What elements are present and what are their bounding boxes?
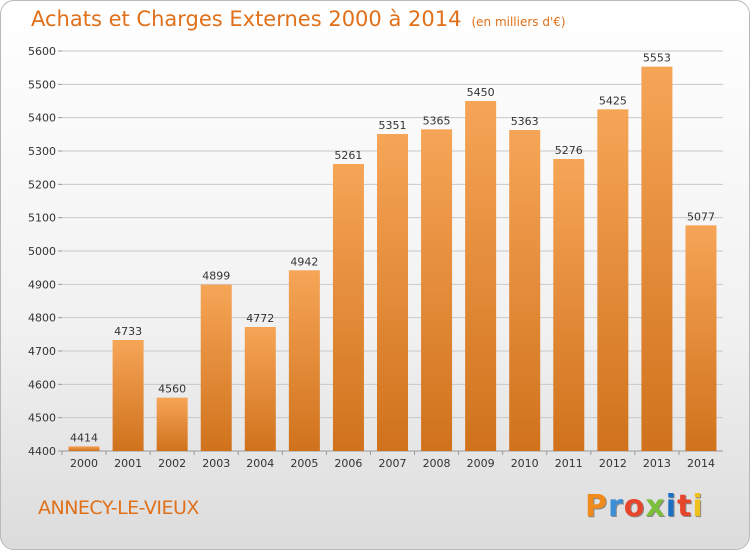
data-label-2009: 5450	[467, 86, 495, 99]
x-tick-label-2008: 2008	[423, 457, 451, 470]
y-tick-label: 5500	[28, 78, 56, 91]
chart-title: Achats et Charges Externes 2000 à 2014	[31, 7, 462, 31]
bar-2005	[288, 270, 320, 451]
data-label-2007: 5351	[379, 119, 407, 132]
x-tick-label-2009: 2009	[467, 457, 495, 470]
logo-letter: i	[692, 489, 704, 524]
y-axis-ticks: 4400 4500 4600 4700 4800 4900 5000 5100 5200 5300…	[28, 45, 56, 458]
data-label-2003: 4899	[202, 270, 230, 283]
y-tick-label: 4600	[28, 378, 56, 391]
data-label-2008: 5365	[423, 114, 451, 127]
y-tick-label: 5600	[28, 45, 56, 58]
y-tick-label: 4700	[28, 345, 56, 358]
data-label-2012: 5425	[599, 94, 627, 107]
bars	[68, 66, 717, 452]
y-tick-label: 4800	[28, 312, 56, 325]
logo-letter: r	[608, 489, 624, 524]
x-tick-label-2010: 2010	[511, 457, 539, 470]
bar-2000	[68, 446, 100, 451]
x-tick-label-2012: 2012	[599, 457, 627, 470]
x-tick-label-2003: 2003	[202, 457, 230, 470]
y-tick-label: 5200	[28, 178, 56, 191]
bar-2003	[200, 284, 232, 451]
data-label-2013: 5553	[643, 52, 671, 65]
bar-2004	[244, 327, 276, 451]
x-tick-label-2013: 2013	[643, 457, 671, 470]
data-label-2014: 5077	[687, 210, 715, 223]
x-tick-label-2014: 2014	[687, 457, 715, 470]
y-tick-label: 5300	[28, 145, 56, 158]
data-label-2011: 5276	[555, 144, 583, 157]
logo-letter: o	[623, 489, 646, 524]
bar-2011	[553, 159, 585, 451]
bar-2012	[597, 109, 629, 451]
x-tick-label-2002: 2002	[158, 457, 186, 470]
bar-2010	[509, 130, 541, 451]
chart-subtitle: (en milliers d'€)	[471, 15, 566, 29]
x-axis-ticks: 2000 2001 2002 2003 2004 2005 2006 2007 2008 2009…	[61, 451, 715, 470]
data-label-2002: 4560	[158, 383, 186, 396]
title-row: Achats et Charges Externes 2000 à 2014 (e…	[31, 7, 566, 31]
bar-2014	[685, 225, 717, 451]
y-tick-label: 4500	[28, 412, 56, 425]
logo-letter: x	[645, 489, 666, 524]
data-label-2005: 4942	[290, 255, 318, 268]
bar-2007	[377, 134, 408, 451]
x-tick-label-2005: 2005	[290, 457, 318, 470]
city-name: ANNECY-LE-VIEUX	[38, 497, 199, 519]
y-tick-label: 4900	[28, 278, 56, 291]
x-tick-label-2007: 2007	[379, 457, 407, 470]
x-tick-label-2004: 2004	[246, 457, 274, 470]
data-label-2004: 4772	[246, 312, 274, 325]
bar-2008	[421, 129, 453, 452]
bar-2009	[465, 101, 497, 451]
data-label-2001: 4733	[114, 325, 142, 338]
bar-2013	[641, 66, 673, 452]
data-label-2006: 5261	[334, 149, 362, 162]
data-labels: 4414 4733 4560 4899 4772 4942 5261 5351 5365 5450…	[70, 52, 715, 445]
data-label-2000: 4414	[70, 431, 98, 444]
y-tick-label: 5100	[28, 212, 56, 225]
y-tick-label: 5400	[28, 112, 56, 125]
proxiti-logo[interactable]: Proxiti	[585, 489, 704, 524]
y-tick-label: 5000	[28, 245, 56, 258]
x-tick-label-2011: 2011	[555, 457, 583, 470]
x-tick-label-2006: 2006	[334, 457, 362, 470]
logo-letter: i	[665, 489, 678, 524]
logo-letter: P	[585, 489, 608, 524]
x-tick-label-2001: 2001	[114, 457, 142, 470]
x-tick-label-2000: 2000	[70, 457, 98, 470]
y-tick-label: 4400	[28, 445, 56, 458]
bar-2001	[112, 340, 144, 451]
data-label-2010: 5363	[511, 115, 539, 128]
bar-2006	[332, 164, 364, 451]
logo-letter: t	[677, 489, 693, 524]
bar-2002	[156, 397, 188, 451]
